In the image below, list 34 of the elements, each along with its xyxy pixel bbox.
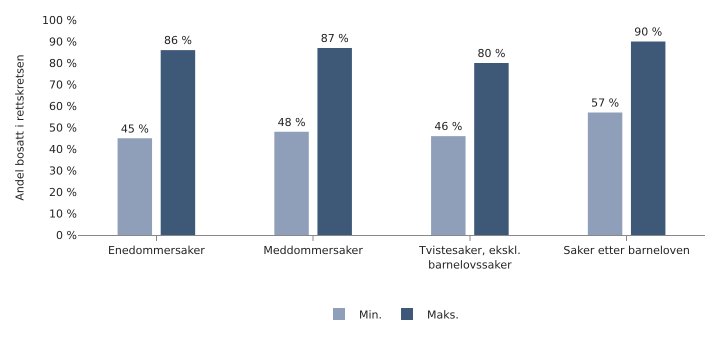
data-label: 48 % <box>278 116 306 129</box>
y-tick-label: 0 % <box>56 228 77 242</box>
y-axis-title: Andel bosatt i rettskretsen <box>14 54 27 201</box>
bar <box>274 132 309 235</box>
x-tick-label: Meddommersaker <box>263 244 364 258</box>
x-tick-label: Tvistesaker, ekskl. barnelovssaker <box>418 244 521 272</box>
y-tick-label: 50 % <box>49 121 77 134</box>
data-label: 46 % <box>434 120 462 134</box>
y-tick-label: 70 % <box>49 78 77 92</box>
bar <box>160 50 196 235</box>
data-label: 86 % <box>164 34 192 48</box>
data-label: 45 % <box>120 122 149 136</box>
bar <box>630 42 666 235</box>
data-label: 57 % <box>591 96 620 110</box>
y-tick-label: 90 % <box>49 35 77 48</box>
y-tick-label: 60 % <box>49 100 77 113</box>
bar <box>431 136 466 235</box>
data-label: 80 % <box>477 47 506 60</box>
bar <box>588 112 622 235</box>
x-tick-label: Saker etter barneloven <box>563 244 690 258</box>
y-tick-label: 10 % <box>49 207 77 220</box>
y-tick-label: 30 % <box>49 164 77 178</box>
bar <box>474 63 509 235</box>
y-tick-label: 40 % <box>49 142 77 156</box>
bar <box>118 138 152 235</box>
legend-label: Min. <box>359 308 382 322</box>
data-label: 90 % <box>634 26 662 38</box>
x-tick-label: Enedommersaker <box>108 244 206 258</box>
bar <box>317 48 352 235</box>
legend-label: Maks. <box>427 308 459 322</box>
y-tick-label: 100 % <box>42 14 77 27</box>
data-label: 87 % <box>320 32 349 45</box>
y-tick-label: 20 % <box>49 186 77 199</box>
y-tick-label: 80 % <box>49 56 77 70</box>
